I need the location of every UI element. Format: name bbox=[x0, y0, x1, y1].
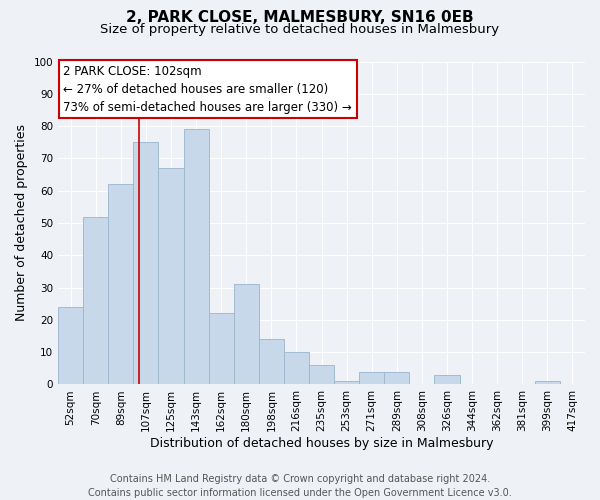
Text: 2, PARK CLOSE, MALMESBURY, SN16 0EB: 2, PARK CLOSE, MALMESBURY, SN16 0EB bbox=[126, 10, 474, 25]
Bar bbox=[233, 284, 259, 384]
Bar bbox=[58, 307, 83, 384]
Y-axis label: Number of detached properties: Number of detached properties bbox=[15, 124, 28, 322]
X-axis label: Distribution of detached houses by size in Malmesbury: Distribution of detached houses by size … bbox=[150, 437, 493, 450]
Bar bbox=[108, 184, 133, 384]
Bar bbox=[334, 381, 359, 384]
Text: 2 PARK CLOSE: 102sqm
← 27% of detached houses are smaller (120)
73% of semi-deta: 2 PARK CLOSE: 102sqm ← 27% of detached h… bbox=[64, 64, 352, 114]
Bar bbox=[434, 375, 460, 384]
Bar bbox=[384, 372, 409, 384]
Bar bbox=[259, 339, 284, 384]
Bar bbox=[184, 130, 209, 384]
Bar bbox=[535, 381, 560, 384]
Bar bbox=[209, 314, 233, 384]
Bar bbox=[359, 372, 384, 384]
Bar bbox=[309, 365, 334, 384]
Text: Contains HM Land Registry data © Crown copyright and database right 2024.
Contai: Contains HM Land Registry data © Crown c… bbox=[88, 474, 512, 498]
Text: Size of property relative to detached houses in Malmesbury: Size of property relative to detached ho… bbox=[100, 22, 500, 36]
Bar bbox=[133, 142, 158, 384]
Bar bbox=[158, 168, 184, 384]
Bar bbox=[83, 216, 108, 384]
Bar bbox=[284, 352, 309, 384]
